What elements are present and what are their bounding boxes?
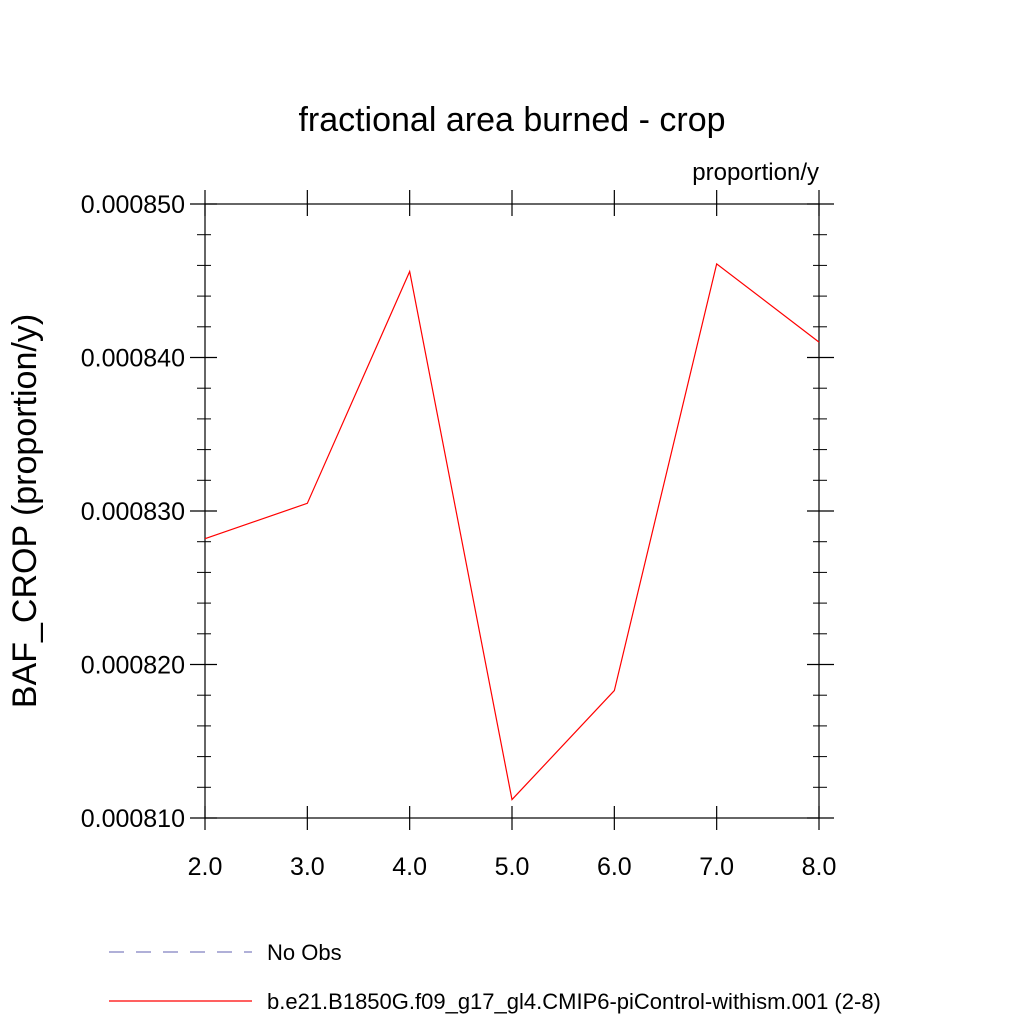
x-tick-label: 5.0 — [495, 853, 530, 881]
series-line-0 — [204, 262, 820, 801]
y-tick-label: 0.000850 — [81, 191, 185, 219]
legend-label-no-obs: No Obs — [267, 940, 342, 965]
legend: No Obs b.e21.B1850G.f09_g17_gl4.CMIP6-pi… — [109, 940, 881, 1014]
y-tick-label: 0.000820 — [81, 652, 185, 680]
plot-frame — [204, 203, 820, 819]
y-tick-labels: 0.000810 0.000820 0.000830 0.000840 0.000850 — [81, 191, 185, 833]
y-tick-label: 0.000830 — [81, 498, 185, 526]
legend-label-model: b.e21.B1850G.f09_g17_gl4.CMIP6-piControl… — [267, 989, 881, 1014]
units-label: proportion/y — [692, 159, 819, 186]
series-lines — [204, 262, 820, 801]
x-tick-label: 7.0 — [699, 853, 734, 881]
y-tick-label: 0.000810 — [81, 805, 185, 833]
y-axis-label: BAF_CROP (proportion/y) — [6, 314, 44, 708]
chart-title: fractional area burned - crop — [298, 101, 725, 139]
x-tick-label: 2.0 — [188, 853, 223, 881]
x-tick-label: 3.0 — [290, 853, 325, 881]
x-tick-label: 6.0 — [597, 853, 632, 881]
x-tick-label: 4.0 — [392, 853, 427, 881]
x-tick-labels: 2.0 3.0 4.0 5.0 6.0 7.0 8.0 — [188, 853, 837, 881]
y-tick-label: 0.000840 — [81, 345, 185, 373]
x-tick-label: 8.0 — [802, 853, 837, 881]
